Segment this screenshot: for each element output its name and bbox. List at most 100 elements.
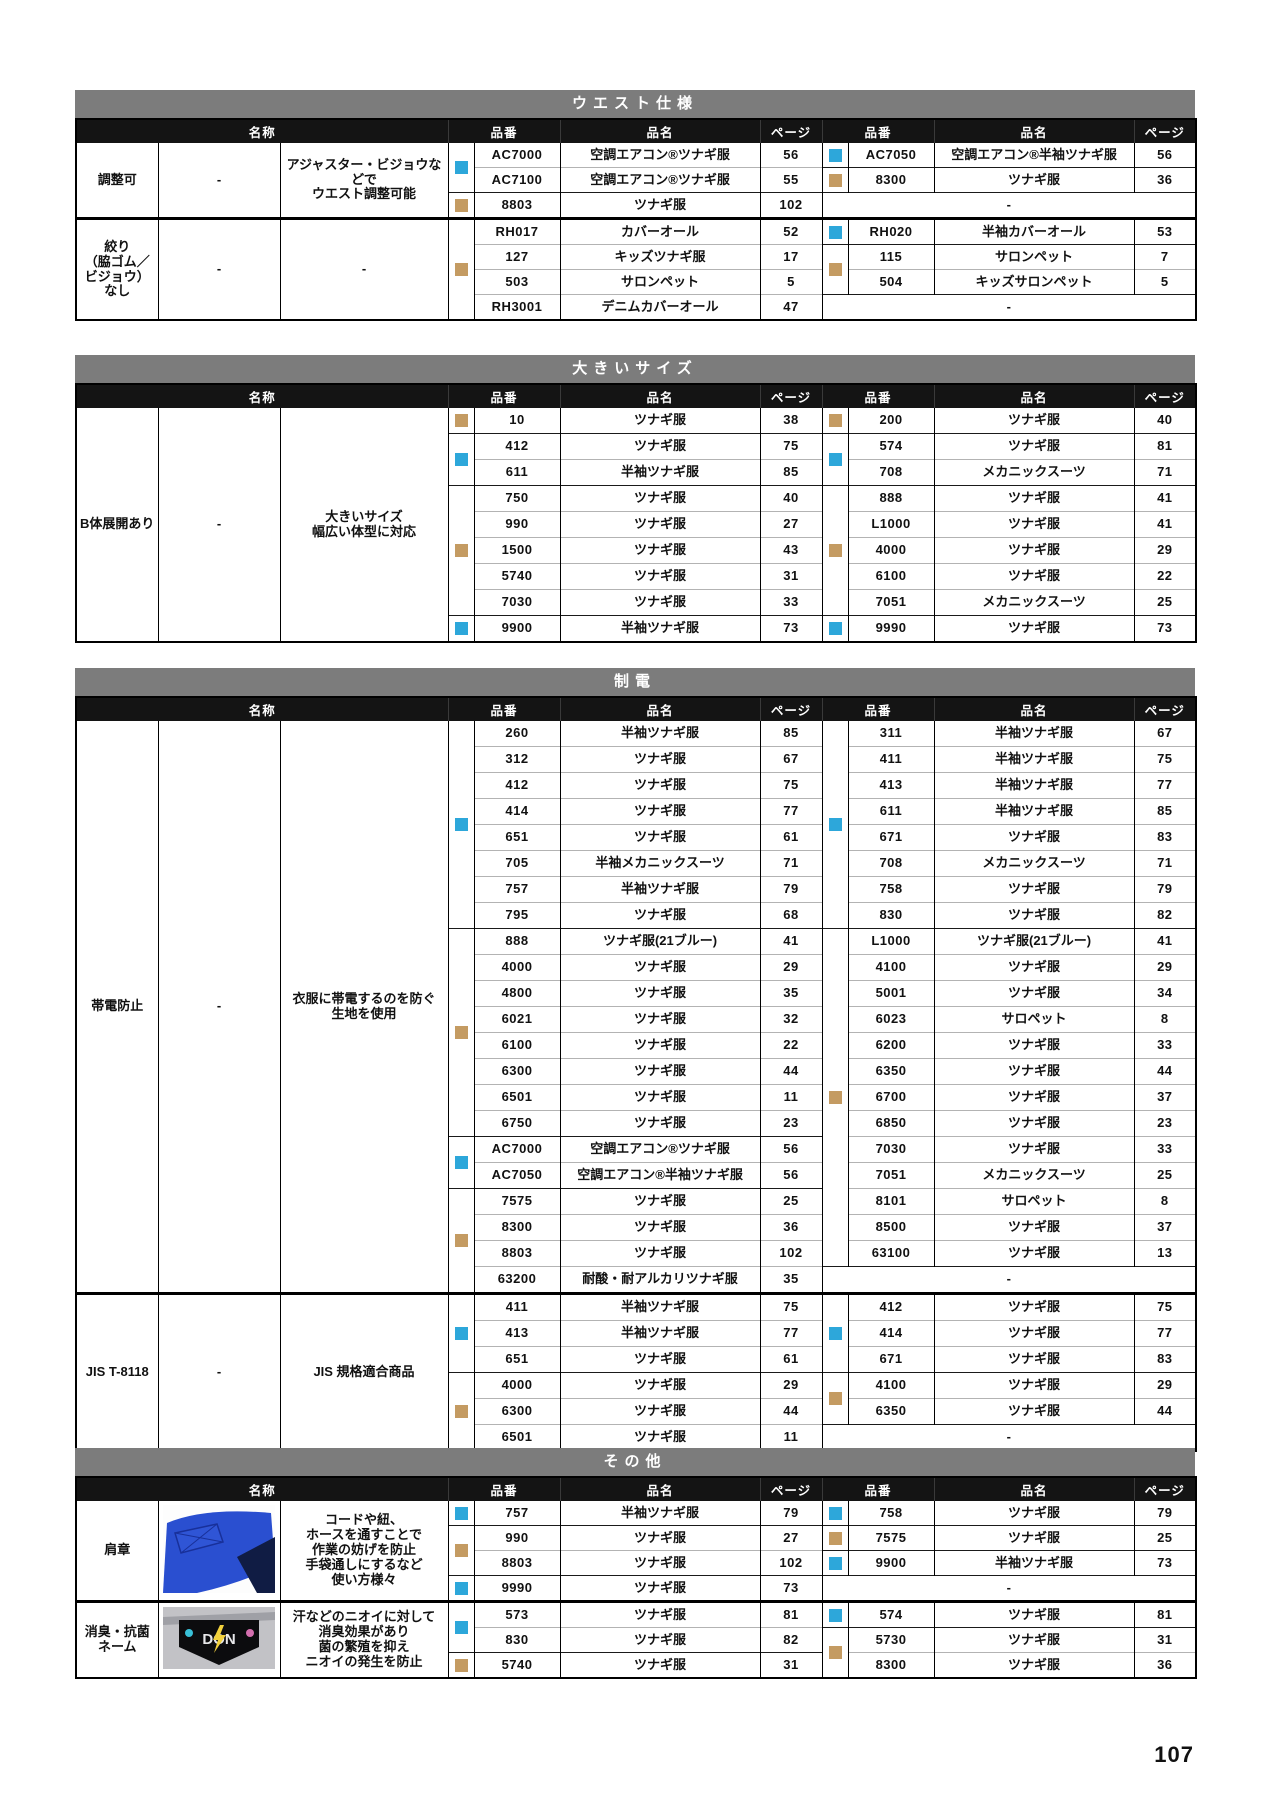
product-name-cell: ツナギ服 <box>559 192 761 219</box>
page-ref-cell: 77 <box>759 1320 823 1347</box>
feature-description: JIS 規格適合商品 <box>279 1292 449 1451</box>
product-name-cell: 空調エアコン®半袖ツナギ服 <box>559 1162 761 1189</box>
page-ref-cell: 23 <box>1133 1110 1197 1137</box>
product-name-cell: サロンペット <box>559 269 761 295</box>
page-ref-cell: 8 <box>1133 1006 1197 1033</box>
product-name-cell: ツナギ服 <box>559 1240 761 1267</box>
product-code-cell: 6350 <box>847 1398 935 1425</box>
swatch-cell <box>821 928 849 1267</box>
product-code-cell: 574 <box>847 433 935 460</box>
product-name-cell: 半袖ツナギ服 <box>559 1501 761 1526</box>
page-ref-cell: 36 <box>1133 1652 1197 1678</box>
column-header-page: ページ <box>1133 119 1197 143</box>
swatch-cell <box>821 1501 849 1526</box>
product-code-cell: 8500 <box>847 1214 935 1241</box>
product-code-cell: 6100 <box>847 563 935 590</box>
product-code-cell: 8101 <box>847 1188 935 1215</box>
page-ref-cell: 73 <box>759 1575 823 1602</box>
tan-color-swatch <box>454 1658 468 1672</box>
product-name-cell: ツナギ服 <box>559 954 761 981</box>
page-ref-cell: 82 <box>759 1627 823 1653</box>
product-code-cell: 63200 <box>473 1266 561 1294</box>
product-name-cell: 空調エアコン®半袖ツナギ服 <box>933 143 1135 168</box>
product-name-cell: 半袖メカニックスーツ <box>559 850 761 877</box>
product-name-cell: ツナギ服 <box>559 1525 761 1551</box>
product-name-cell: ツナギ服 <box>933 433 1135 460</box>
product-name-cell: ツナギ服 <box>933 1240 1135 1267</box>
product-name-cell: 半袖カバーオール <box>933 217 1135 245</box>
product-name-cell: ツナギ服 <box>933 511 1135 538</box>
product-code-cell: 6300 <box>473 1398 561 1425</box>
product-code-cell: 8300 <box>473 1214 561 1241</box>
product-name-cell: 半袖ツナギ服 <box>933 798 1135 825</box>
product-name-cell: 半袖ツナギ服 <box>559 1320 761 1347</box>
page-ref-cell: 81 <box>759 1600 823 1628</box>
swatch-cell <box>821 721 849 929</box>
page-ref-cell: 37 <box>1133 1084 1197 1111</box>
product-name-cell: ツナギ服 <box>559 1110 761 1137</box>
product-code-cell: 8300 <box>847 167 935 193</box>
product-name-cell: ツナギ服 <box>559 1627 761 1653</box>
tan-color-swatch <box>828 414 842 427</box>
product-name-cell: ツナギ服 <box>559 1006 761 1033</box>
product-name-cell: ツナギ服 <box>933 563 1135 590</box>
page-ref-cell: 61 <box>759 824 823 851</box>
page-ref-cell: 41 <box>1133 511 1197 538</box>
page-ref-cell: 43 <box>759 537 823 564</box>
page-ref-cell: 38 <box>759 408 823 434</box>
product-code-cell: 311 <box>847 721 935 747</box>
product-name-cell: ツナギ服 <box>559 772 761 799</box>
product-code-cell: 708 <box>847 459 935 486</box>
product-name-cell: サロンペット <box>933 244 1135 270</box>
blue-color-swatch <box>454 1621 468 1634</box>
blue-color-swatch <box>454 1327 468 1340</box>
product-code-cell: 8803 <box>473 1240 561 1267</box>
tan-color-swatch <box>828 544 842 557</box>
product-code-cell: 6200 <box>847 1032 935 1059</box>
page-ref-cell: 83 <box>1133 824 1197 851</box>
blue-color-swatch <box>828 818 842 831</box>
swatch-cell <box>821 1600 849 1628</box>
product-name-cell: メカニックスーツ <box>933 850 1135 877</box>
page-ref-cell: 44 <box>759 1058 823 1085</box>
product-code-cell: 758 <box>847 1501 935 1526</box>
page-ref-cell: 55 <box>759 167 823 193</box>
column-header-page: ページ <box>759 1477 823 1501</box>
page-ref-cell: 31 <box>759 563 823 590</box>
tan-color-swatch <box>828 1392 842 1405</box>
product-name-cell: ツナギ服 <box>559 746 761 773</box>
product-name-cell: カバーオール <box>559 217 761 245</box>
product-code-cell: 758 <box>847 876 935 903</box>
page-ref-cell: 25 <box>759 1188 823 1215</box>
page-ref-cell: 29 <box>1133 537 1197 564</box>
page-ref-cell: 29 <box>759 1372 823 1399</box>
product-code-cell: 6501 <box>473 1084 561 1111</box>
product-code-cell: 312 <box>473 746 561 773</box>
empty-dash-cell: - <box>821 1424 1197 1451</box>
page-number: 107 <box>1154 1742 1194 1767</box>
page-ref-cell: 52 <box>759 217 823 245</box>
product-code-cell: 5730 <box>847 1627 935 1653</box>
section-title: ウエスト仕様 <box>75 90 1195 118</box>
swatch-cell <box>821 1292 849 1373</box>
page-ref-cell: 22 <box>1133 563 1197 590</box>
page-ref-cell: 31 <box>759 1652 823 1678</box>
product-code-cell: 4000 <box>847 537 935 564</box>
page-ref-cell: 36 <box>1133 167 1197 193</box>
product-code-cell: 1500 <box>473 537 561 564</box>
product-name-cell: ツナギ服 <box>933 876 1135 903</box>
product-name-cell: 耐酸・耐アルカリツナギ服 <box>559 1266 761 1294</box>
product-code-cell: 830 <box>473 1627 561 1653</box>
product-code-cell: 830 <box>847 902 935 929</box>
product-code-cell: 413 <box>473 1320 561 1347</box>
product-code-cell: 10 <box>473 408 561 434</box>
blue-color-swatch <box>828 1608 842 1622</box>
section-table: 名称 品番 品名 ページ 品番 品名 ページ 調整可 - アジャスター・ビジョウなどで ウエスト調… <box>75 118 1198 321</box>
product-code-cell: 260 <box>473 721 561 747</box>
section-table: 名称 品番 品名 ページ 品番 品名 ページ 肩章 コードや紐、 ホースを通すことで 作業の妨げ… <box>75 1476 1198 1679</box>
product-code-cell: 6021 <box>473 1006 561 1033</box>
page-ref-cell: 33 <box>1133 1032 1197 1059</box>
tan-color-swatch <box>454 263 468 276</box>
product-code-cell: RH020 <box>847 217 935 245</box>
blue-color-swatch <box>828 148 842 162</box>
